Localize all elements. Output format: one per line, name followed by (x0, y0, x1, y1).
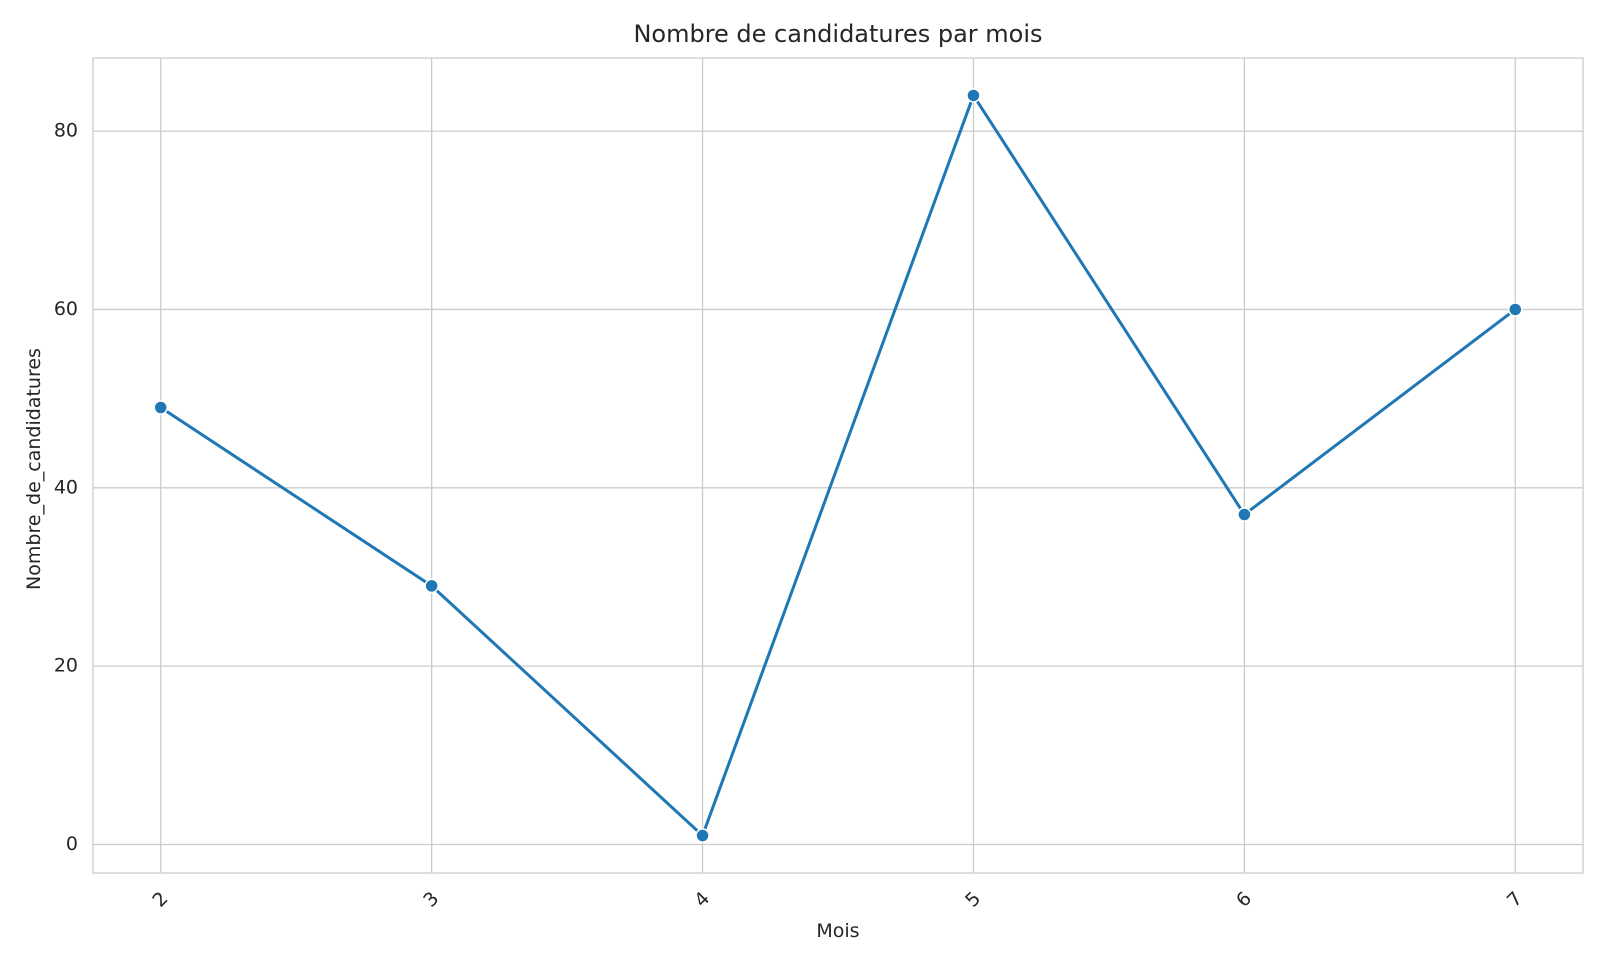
x-axis-label: Mois (816, 920, 859, 942)
data-point (424, 578, 439, 594)
y-axis-label: Nombre_de_candidatures (23, 348, 45, 590)
data-point (153, 400, 168, 415)
data-point (1508, 302, 1523, 317)
series-line (159, 93, 1517, 838)
y-axis-ticks: 0 20 40 60 80 (54, 120, 78, 855)
chart-title: Nombre de candidatures par mois (633, 20, 1042, 48)
y-tick-label: 80 (54, 120, 78, 142)
data-point (1237, 507, 1252, 522)
data-point (695, 828, 710, 843)
series-layer (153, 88, 1523, 843)
y-tick-label: 0 (66, 833, 78, 855)
plot-frame (92, 57, 1584, 874)
data-point (966, 88, 981, 103)
y-tick-label: 40 (54, 476, 78, 498)
grid-lines (93, 58, 1583, 873)
y-tick-label: 20 (54, 655, 78, 677)
y-tick-label: 60 (54, 298, 78, 320)
